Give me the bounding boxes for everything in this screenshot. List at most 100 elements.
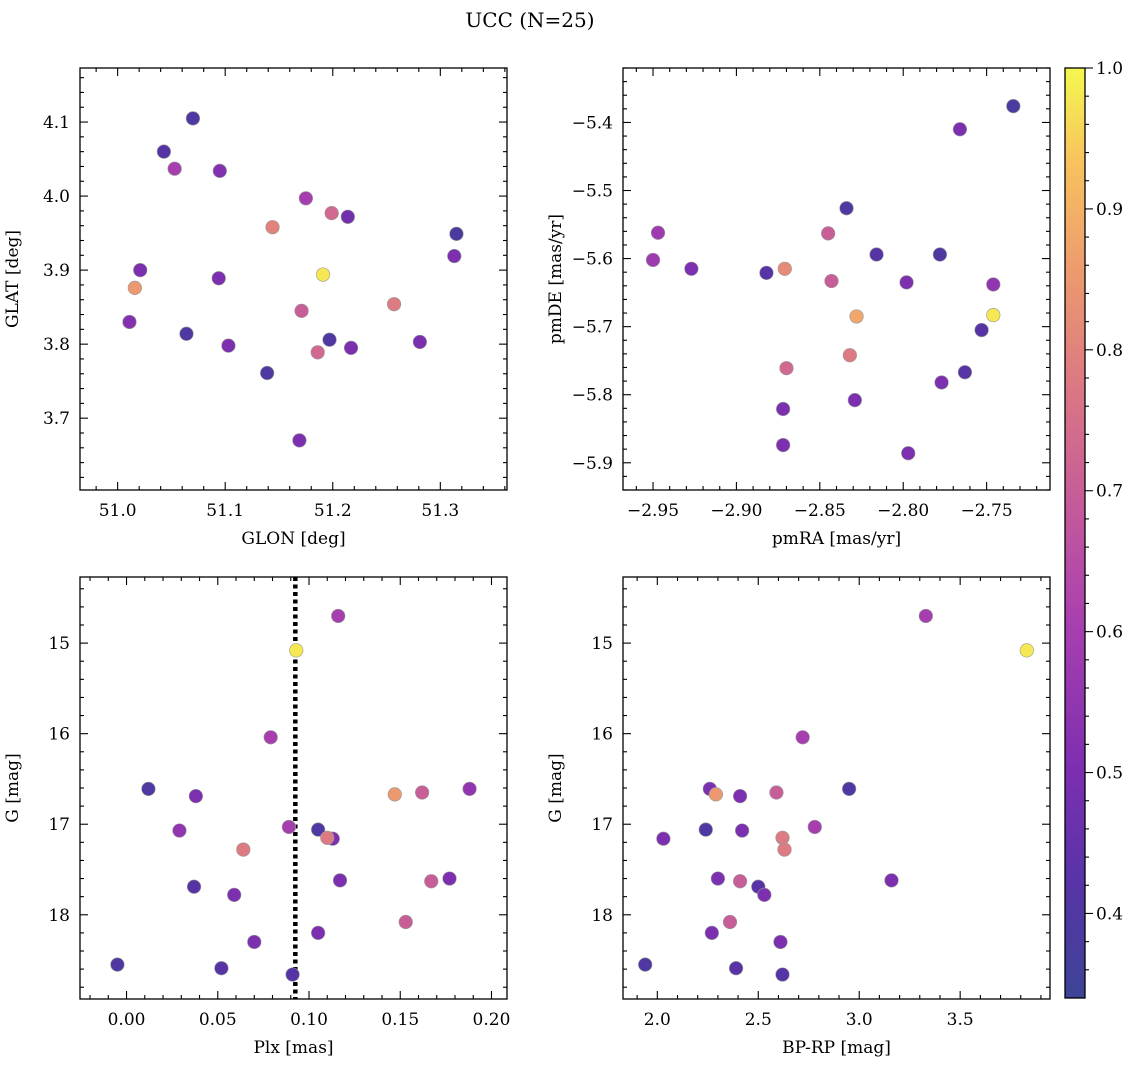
ticks <box>623 67 1050 491</box>
scatter-point <box>188 789 203 804</box>
y-tick-label: 3.7 <box>43 409 70 429</box>
y-tick-label: −5.5 <box>572 182 613 202</box>
panels: 51.0 51.1 51.2 51.3 3.7 3.8 3.9 4.0 4.1 GLON [deg… <box>3 67 1051 1058</box>
panel-4: 2.0 2.5 3.0 3.5 15 16 17 18 BP-RP [mag] G [mag] <box>546 576 1051 1058</box>
scatter-point <box>449 226 464 241</box>
scatter-point <box>167 161 182 176</box>
x-tick-label: 3.5 <box>947 1010 974 1030</box>
scatter-point <box>645 252 661 268</box>
scatter-point <box>236 842 251 857</box>
y-tick-label: 16 <box>48 725 70 745</box>
colorbar-gradient <box>1064 67 1086 999</box>
scatter-point <box>285 967 300 982</box>
scatter-point <box>141 781 156 797</box>
axes-frame <box>79 67 508 491</box>
x-tick-label: 2.0 <box>644 1010 671 1030</box>
x-axis-label: pmRA [mas/yr] <box>772 529 901 549</box>
scatter-point <box>133 263 148 278</box>
scatter-point <box>710 871 725 886</box>
x-tick-label: 51.2 <box>314 501 352 521</box>
scatter-point <box>842 348 857 363</box>
scatter-point <box>292 433 307 448</box>
ticks <box>623 577 1050 999</box>
x-tick-label: −2.80 <box>877 501 929 521</box>
x-axis-label: GLON [deg] <box>241 529 345 549</box>
scatter-point <box>127 280 142 295</box>
scatter-point <box>932 247 948 262</box>
scatter-point <box>315 267 331 282</box>
y-tick-label: 18 <box>48 906 70 926</box>
scatter-point <box>918 608 933 624</box>
x-tick-label: 0.05 <box>199 1010 237 1030</box>
scatter-point <box>722 914 738 930</box>
scatter-point <box>757 887 772 902</box>
y-tick-label: 3.9 <box>43 261 70 281</box>
colorbar: 0.4 0.5 0.6 0.7 0.8 0.9 1.0 <box>1064 59 1123 999</box>
scatter-point <box>310 345 325 360</box>
scatter-point <box>156 144 171 159</box>
scatter-point <box>849 309 864 324</box>
colorbar-tick-label: 0.6 <box>1096 623 1123 643</box>
x-tick-label: 0.15 <box>381 1010 419 1030</box>
x-tick-label: −2.75 <box>961 501 1013 521</box>
scatter-point <box>212 163 227 179</box>
scatter-point <box>884 873 899 888</box>
scatter-point <box>343 340 359 355</box>
scatter-point <box>776 401 791 417</box>
scatter-point <box>110 957 125 972</box>
scatter-point <box>769 785 784 800</box>
scatter-point <box>775 830 790 845</box>
x-tick-label: 3.0 <box>846 1010 873 1030</box>
scatter-point <box>986 277 1001 292</box>
y-axis-label: G [mag] <box>546 753 566 822</box>
ticks <box>80 68 507 490</box>
y-tick-label: 3.8 <box>43 335 70 355</box>
scatter-point <box>704 925 719 940</box>
y-axis-label: GLAT [deg] <box>3 230 23 328</box>
scatter-point <box>122 314 137 330</box>
scatter-point <box>728 961 744 976</box>
x-tick-label: 51.3 <box>421 501 459 521</box>
scatter-point <box>735 823 750 838</box>
scatter-point <box>294 303 309 318</box>
scatter-point <box>824 273 839 289</box>
scatter-point <box>386 297 402 312</box>
colorbar-tick-label: 0.5 <box>1096 764 1123 784</box>
scatter-point <box>211 271 226 286</box>
scatter-point <box>957 365 973 380</box>
scatter-point <box>777 842 792 857</box>
scatter-point <box>1006 99 1021 114</box>
y-tick-label: 17 <box>591 815 613 835</box>
scatter-point <box>899 275 914 290</box>
scatter-point <box>638 957 653 972</box>
figure-title: UCC (N=25) <box>465 8 594 32</box>
scatter-points <box>110 608 477 982</box>
scatter-point <box>775 967 790 982</box>
scatter-point <box>263 730 278 745</box>
panel-1: 51.0 51.1 51.2 51.3 3.7 3.8 3.9 4.0 4.1 GLON [deg… <box>3 67 508 549</box>
y-axis-label: pmDE [mas/yr] <box>546 214 566 344</box>
scatter-point <box>901 446 916 461</box>
scatter-point <box>684 261 699 276</box>
x-axis-label: Plx [mas] <box>253 1038 333 1058</box>
scatter-point <box>424 874 439 889</box>
scatter-points <box>122 111 464 448</box>
x-tick-label: 0.10 <box>290 1010 328 1030</box>
scatter-point <box>777 261 792 276</box>
scatter-point <box>281 819 297 835</box>
y-tick-label: 4.1 <box>43 113 70 133</box>
scatter-point <box>462 781 477 797</box>
y-tick-label: 16 <box>591 725 613 745</box>
x-tick-label: −2.85 <box>794 501 846 521</box>
scatter-point <box>773 934 788 950</box>
scatter-point <box>298 191 313 206</box>
scatter-point <box>708 787 723 802</box>
scatter-point <box>698 822 713 837</box>
scatter-point <box>221 338 236 353</box>
scatter-point <box>185 111 201 126</box>
scatter-point <box>387 787 402 802</box>
scatter-point <box>869 247 884 262</box>
scatter-point <box>289 643 304 658</box>
scatter-point <box>247 934 262 950</box>
y-tick-label: −5.6 <box>572 250 613 270</box>
